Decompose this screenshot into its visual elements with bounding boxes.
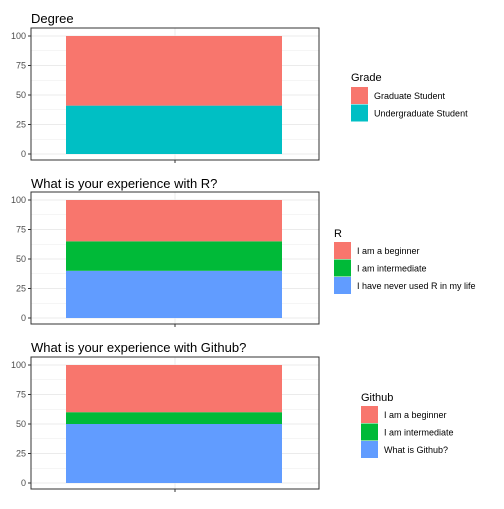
- legend-label: Undergraduate Student: [374, 109, 468, 119]
- legend-label: I am a beginner: [384, 410, 447, 420]
- legend-label: Graduate Student: [374, 91, 446, 101]
- legend-title: Github: [361, 392, 393, 404]
- y-tick-label: 100: [11, 360, 26, 370]
- bar-segment-undergraduate-student: [66, 105, 282, 154]
- y-tick-label: 25: [16, 120, 26, 130]
- bar-segment-i-am-a-beginner: [66, 365, 282, 413]
- chart-title: What is your experience with Github?: [31, 340, 246, 355]
- legend-key: [351, 87, 368, 104]
- y-tick-label: 25: [16, 449, 26, 459]
- legend-label: I am intermediate: [384, 428, 454, 438]
- bar-segment-i-am-a-beginner: [66, 200, 282, 242]
- y-tick-label: 75: [16, 61, 26, 71]
- y-tick-label: 50: [16, 254, 26, 264]
- legend-key: [361, 423, 378, 441]
- legend-key: [351, 104, 368, 122]
- chart-title: What is your experience with R?: [31, 176, 217, 191]
- legend-label: What is Github?: [384, 445, 448, 455]
- y-tick-label: 100: [11, 31, 26, 41]
- legend-label: I am intermediate: [357, 264, 427, 274]
- legend-key: [361, 406, 378, 423]
- y-tick-label: 0: [21, 313, 26, 323]
- legend-key: [361, 441, 378, 458]
- y-tick-label: 0: [21, 478, 26, 488]
- y-tick-label: 75: [16, 225, 26, 235]
- y-tick-label: 25: [16, 284, 26, 294]
- chart-title: Degree: [31, 11, 74, 26]
- y-tick-label: 100: [11, 195, 26, 205]
- legend-title: Grade: [351, 72, 382, 84]
- bar-segment-i-am-intermediate: [66, 241, 282, 271]
- y-tick-label: 75: [16, 390, 26, 400]
- y-tick-label: 50: [16, 90, 26, 100]
- legend-label: I am a beginner: [357, 246, 420, 256]
- y-tick-label: 50: [16, 419, 26, 429]
- legend-label: I have never used R in my life: [357, 281, 476, 291]
- y-tick-label: 0: [21, 149, 26, 159]
- legend-key: [334, 259, 351, 277]
- bar-segment-i-have-never-used-r-in-my-life: [66, 270, 282, 318]
- bar-segment-what-is-github-: [66, 424, 282, 483]
- legend-key: [334, 242, 351, 259]
- legend-title: R: [334, 228, 342, 240]
- legend-key: [334, 277, 351, 294]
- bar-segment-graduate-student: [66, 36, 282, 106]
- bar-segment-i-am-intermediate: [66, 412, 282, 424]
